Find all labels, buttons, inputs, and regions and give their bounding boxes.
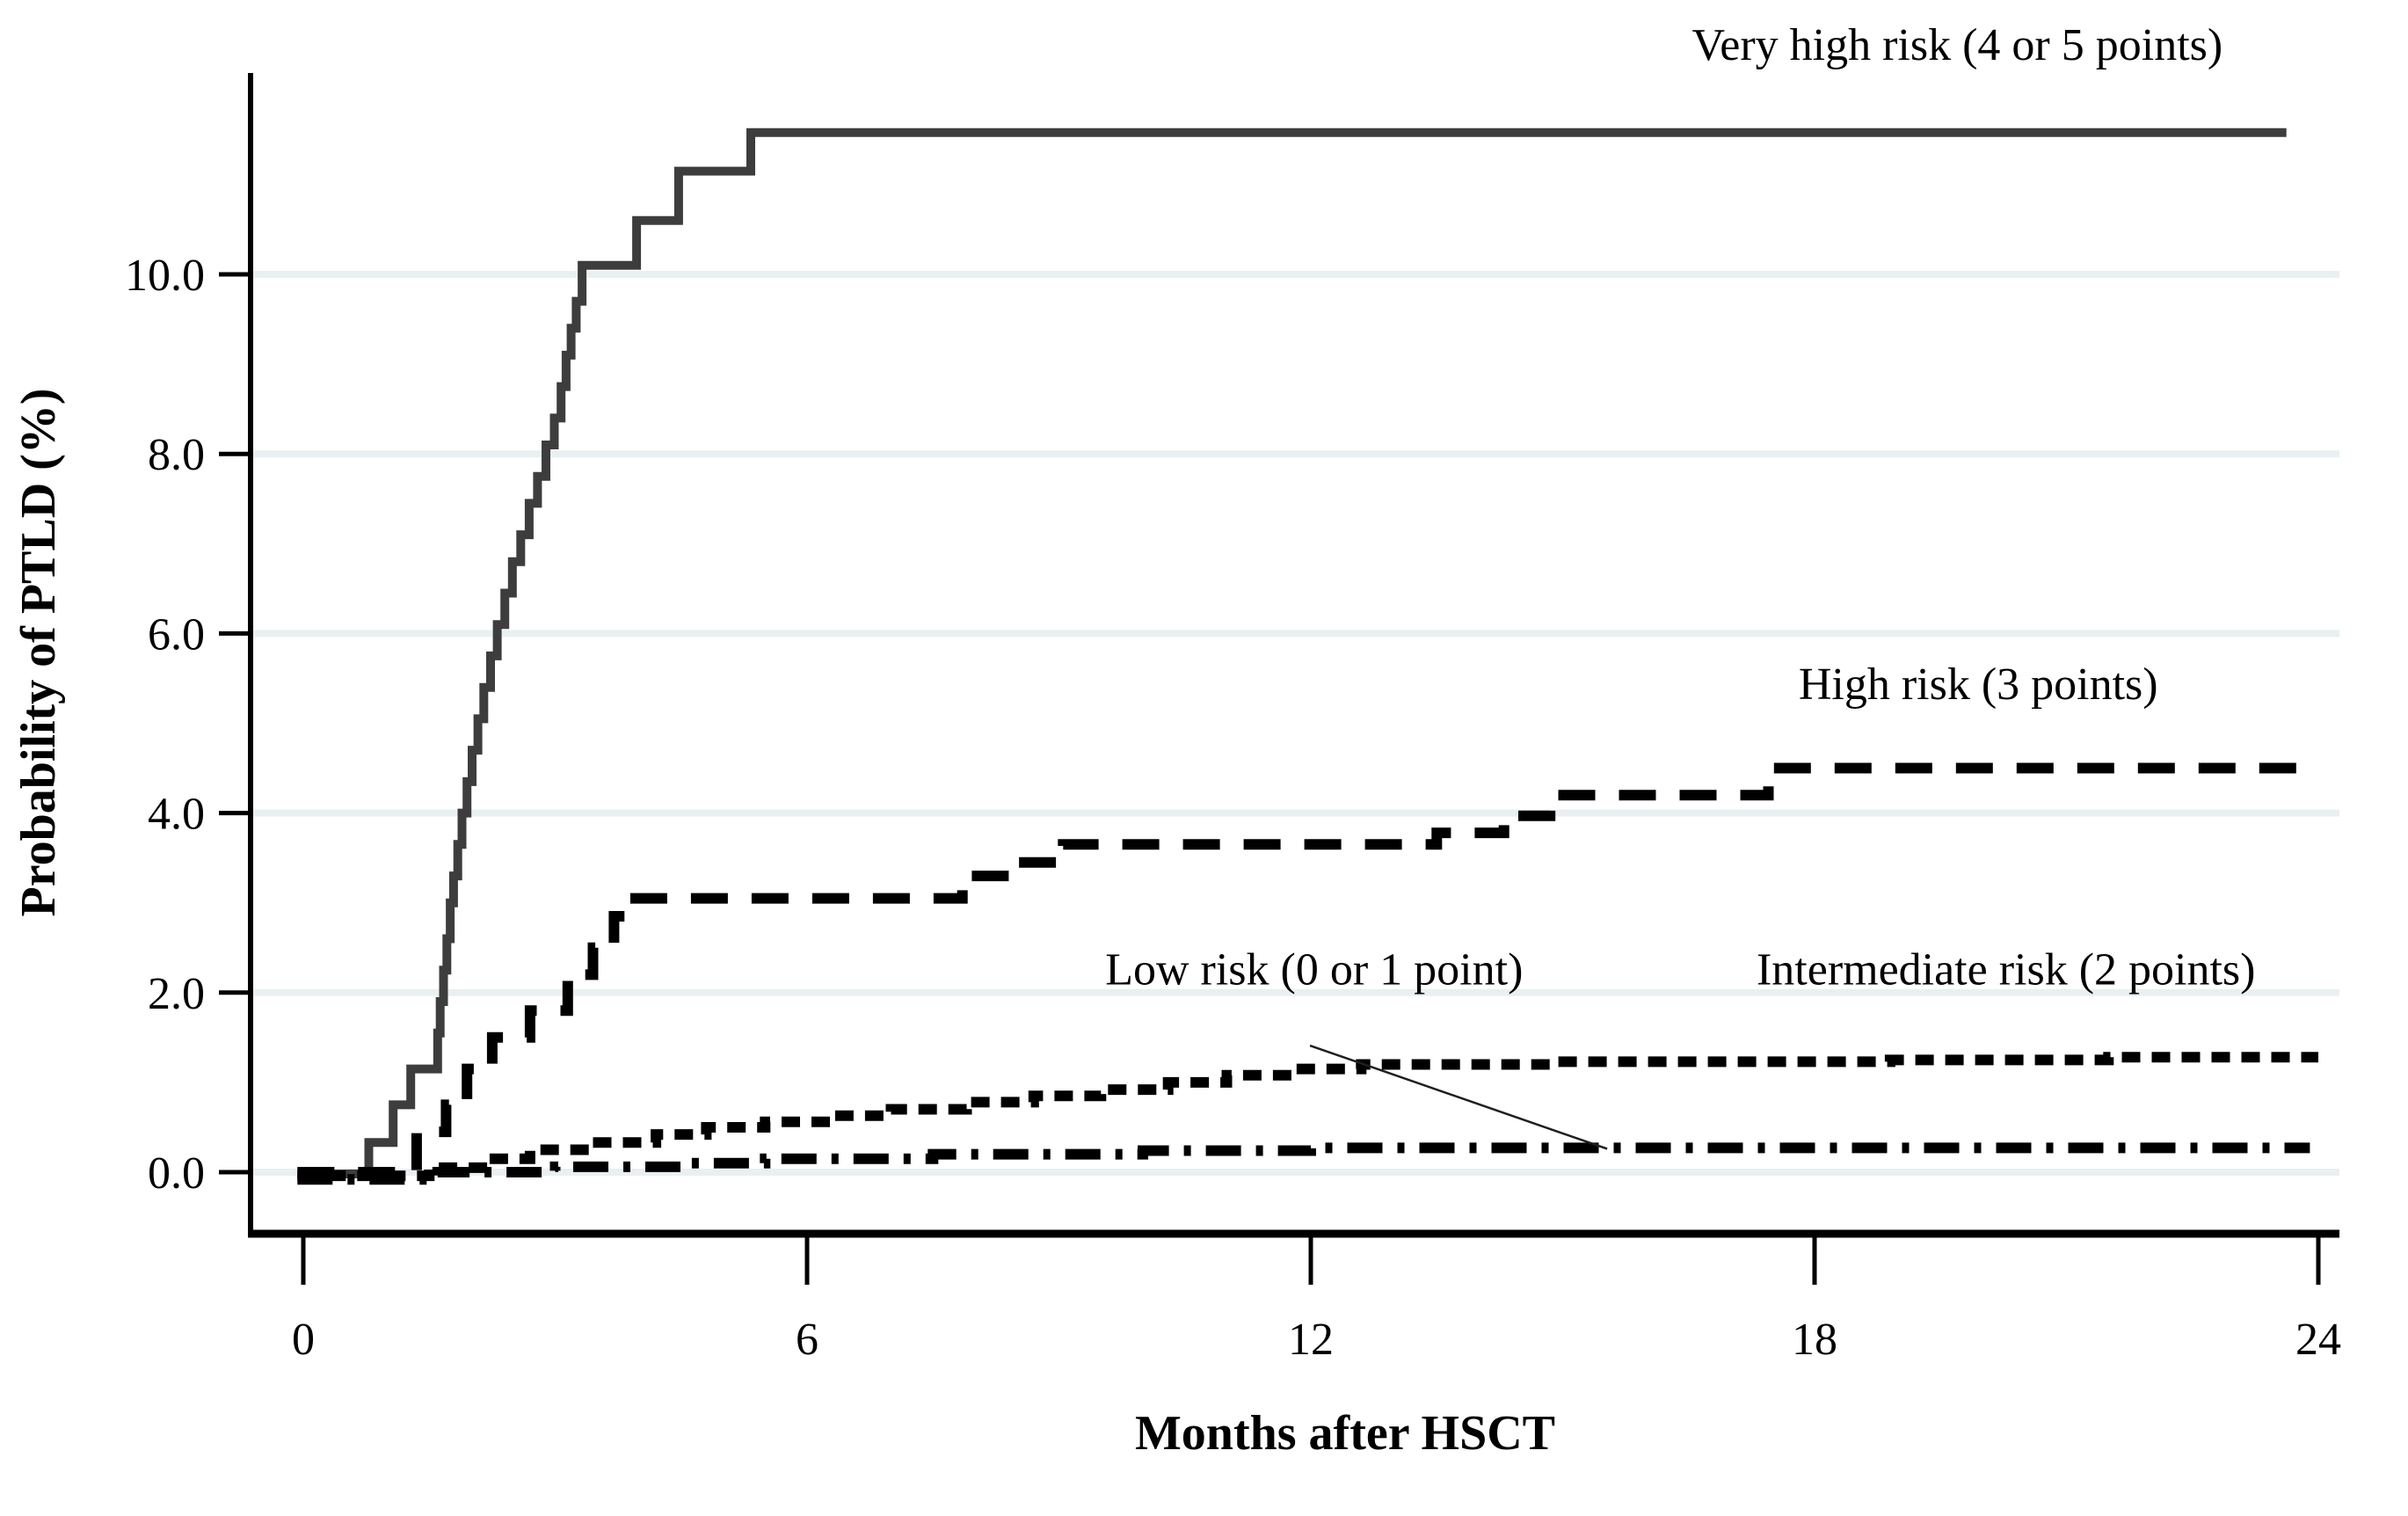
very_high-curve: [297, 128, 2287, 1178]
x-tick-label-12: 12: [1288, 1315, 1334, 1365]
low-risk-pointer-line: [1309, 1044, 1608, 1150]
y-tick-label-10.0: 10.0: [125, 251, 205, 301]
y-axis-title: Probability of PTLD (%): [11, 389, 66, 917]
low-label: Low risk (0 or 1 point): [1105, 945, 1523, 995]
high-label: High risk (3 points): [1799, 660, 2158, 710]
low-curve: [297, 1142, 2310, 1185]
x-tick-label-6: 6: [796, 1315, 818, 1365]
y-tick-label-2.0: 2.0: [148, 969, 205, 1019]
y-tick-label-0.0: 0.0: [148, 1148, 205, 1199]
x-tick-label-18: 18: [1792, 1315, 1837, 1365]
x-tick-label-0: 0: [292, 1315, 315, 1365]
very_high-label: Very high risk (4 or 5 points): [1691, 20, 2222, 70]
y-tick-label-8.0: 8.0: [148, 430, 205, 480]
y-tick-label-6.0: 6.0: [148, 609, 205, 660]
x-tick-label-24: 24: [2295, 1315, 2341, 1365]
x-axis-title: Months after HSCT: [1135, 1406, 1555, 1461]
y-tick-label-4.0: 4.0: [148, 790, 205, 840]
high-curve: [297, 762, 2302, 1177]
intermediate-label: Intermediate risk (2 points): [1757, 945, 2256, 995]
intermediate-curve: [297, 1052, 2318, 1182]
